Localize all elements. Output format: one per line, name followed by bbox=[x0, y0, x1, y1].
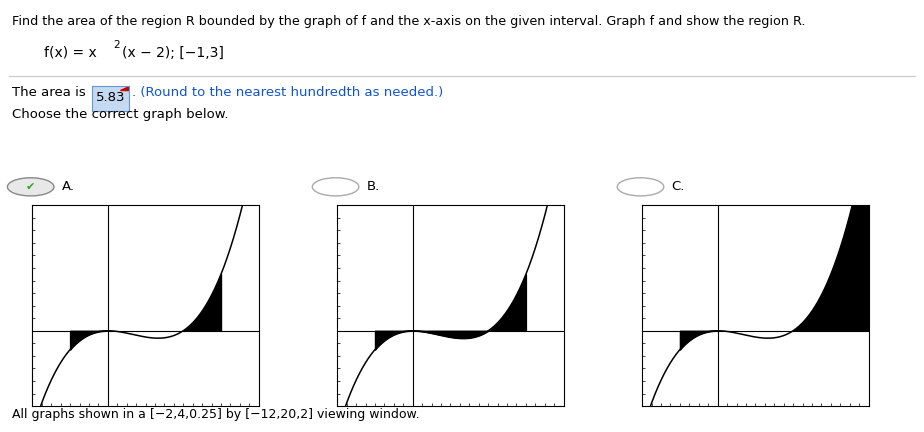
Text: ✔: ✔ bbox=[26, 182, 35, 192]
Circle shape bbox=[312, 178, 359, 196]
Text: All graphs shown in a [−2,4,0.25] by [−12,20,2] viewing window.: All graphs shown in a [−2,4,0.25] by [−1… bbox=[12, 408, 419, 421]
Text: 2: 2 bbox=[114, 40, 120, 50]
Text: (x − 2); [−1,3]: (x − 2); [−1,3] bbox=[122, 45, 224, 59]
Text: C.: C. bbox=[671, 180, 685, 194]
Circle shape bbox=[617, 178, 663, 196]
Text: Choose the correct graph below.: Choose the correct graph below. bbox=[12, 108, 228, 121]
Text: A.: A. bbox=[61, 180, 75, 194]
Text: The area is: The area is bbox=[12, 86, 90, 99]
Text: . (Round to the nearest hundredth as needed.): . (Round to the nearest hundredth as nee… bbox=[132, 86, 444, 99]
Circle shape bbox=[7, 178, 54, 196]
Text: B.: B. bbox=[366, 180, 380, 194]
Text: Find the area of the region R bounded by the graph of f and the x-axis on the gi: Find the area of the region R bounded by… bbox=[12, 15, 806, 28]
Text: f(x) = x: f(x) = x bbox=[44, 45, 97, 59]
Text: 5.83: 5.83 bbox=[96, 91, 126, 104]
Polygon shape bbox=[120, 86, 129, 90]
